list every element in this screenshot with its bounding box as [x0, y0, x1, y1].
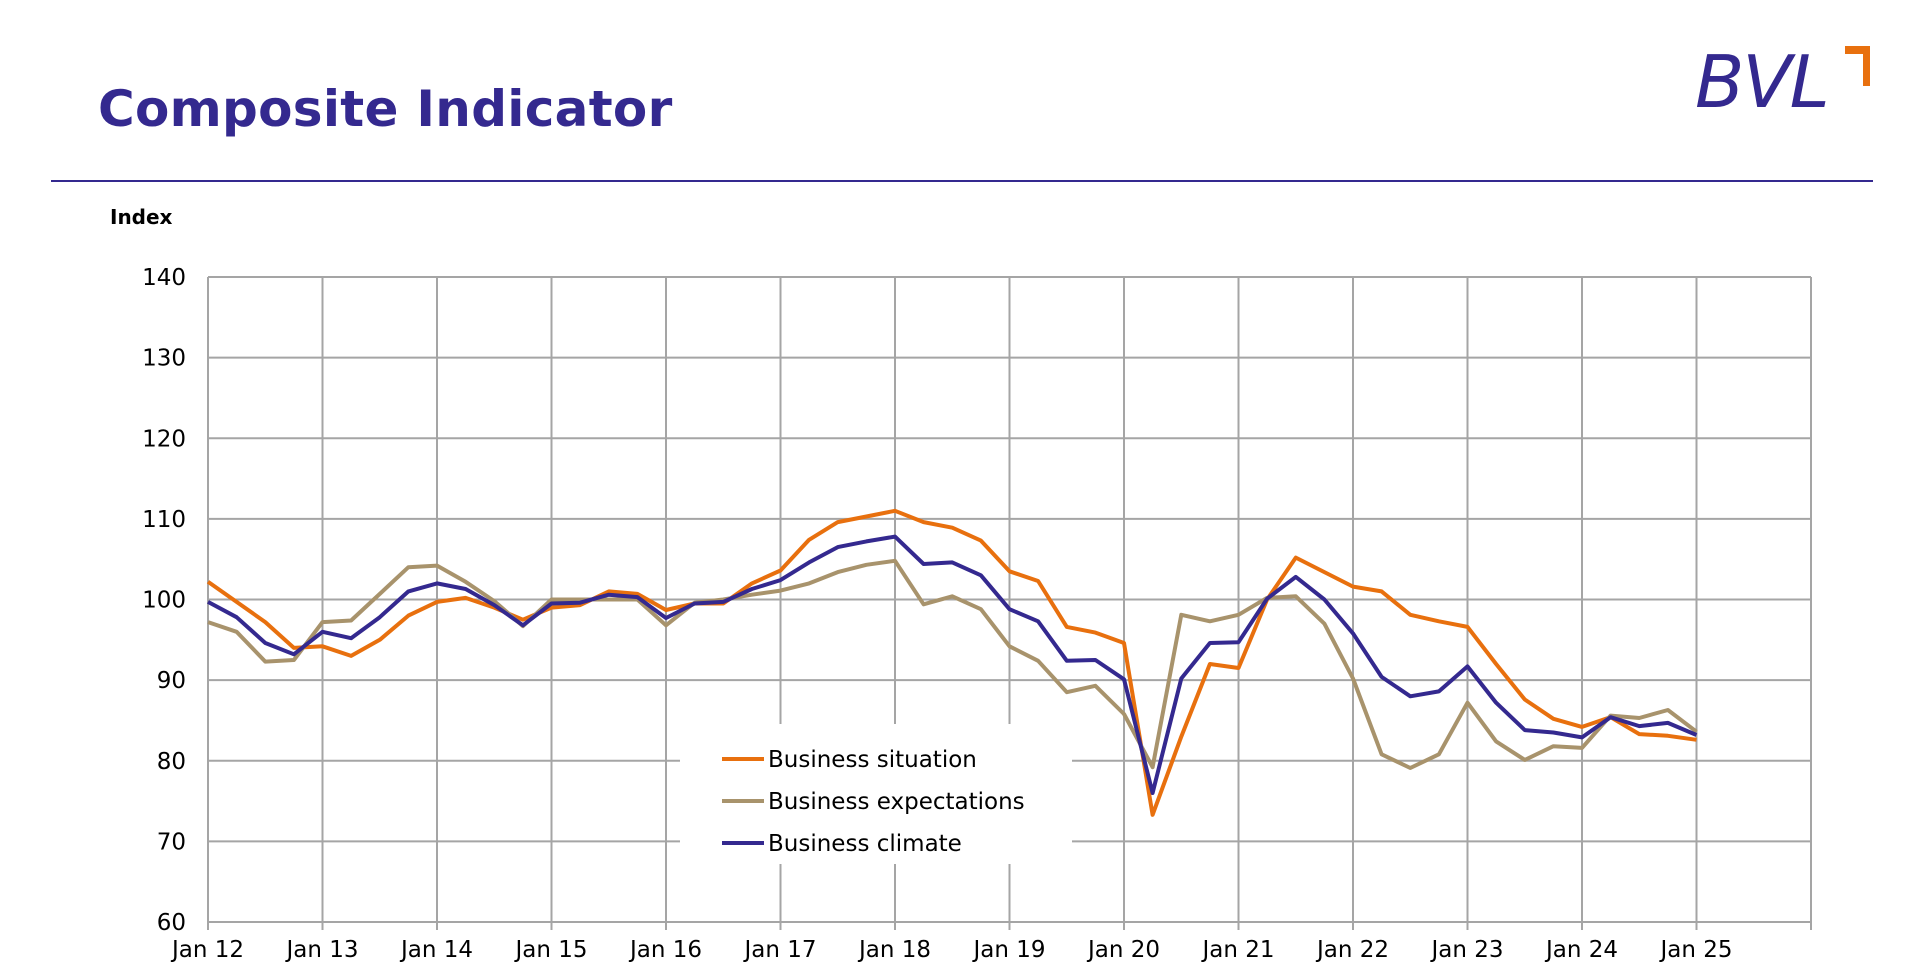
- x-tick-label: Jan 14: [399, 937, 473, 963]
- y-axis-label: Index: [110, 205, 173, 229]
- header-divider: [51, 180, 1873, 182]
- x-tick-label: Jan 18: [857, 937, 931, 963]
- legend-background: [680, 724, 1072, 864]
- x-tick-label: Jan 19: [971, 937, 1045, 963]
- x-tick-label: Jan 24: [1544, 937, 1618, 963]
- x-tick-label: Jan 20: [1086, 937, 1160, 963]
- series-lines: [206, 508, 1698, 817]
- x-tick-label: Jan 15: [513, 937, 587, 963]
- y-tick-label: 80: [157, 749, 186, 775]
- x-tick-label: Jan 22: [1315, 937, 1389, 963]
- x-tick-label: Jan 17: [742, 937, 816, 963]
- legend-label: Business expectations: [768, 789, 1025, 815]
- x-tick-label: Jan 12: [170, 937, 244, 963]
- x-tick-label: Jan 25: [1658, 937, 1732, 963]
- y-tick-label: 120: [142, 426, 186, 452]
- series-line-business-situation: [206, 508, 1697, 817]
- legend-label: Business situation: [768, 747, 977, 773]
- y-tick-label: 100: [142, 588, 186, 614]
- y-tick-label: 60: [157, 910, 186, 936]
- y-tick-label: 70: [157, 829, 186, 855]
- logo-corner-mark: [1845, 46, 1870, 86]
- legend: Business situation Business expectations B…: [680, 724, 1072, 864]
- bvl-logo: BVL: [1695, 46, 1870, 131]
- page-title: Composite Indicator: [98, 80, 673, 138]
- legend-label: Business climate: [768, 831, 962, 857]
- x-tick-label: Jan 23: [1429, 937, 1503, 963]
- x-tick-label: Jan 13: [284, 937, 358, 963]
- y-tick-label: 140: [142, 265, 186, 291]
- series-line-business-climate: [207, 534, 1698, 795]
- x-tick-label: Jan 21: [1200, 937, 1274, 963]
- y-tick-label: 130: [142, 346, 186, 372]
- logo-text: BVL: [1695, 40, 1830, 124]
- y-tick-label: 90: [157, 668, 186, 694]
- x-tick-labels: Jan 12 Jan 13 Jan 14 Jan 15 Jan 16 Jan 17 Jan …: [170, 937, 1733, 963]
- y-tick-labels: 60 70 80 90 100 110 120 130 140: [142, 265, 186, 936]
- series-line-business-expectations: [207, 558, 1698, 770]
- y-tick-label: 110: [142, 507, 186, 533]
- x-tick-label: Jan 16: [628, 937, 702, 963]
